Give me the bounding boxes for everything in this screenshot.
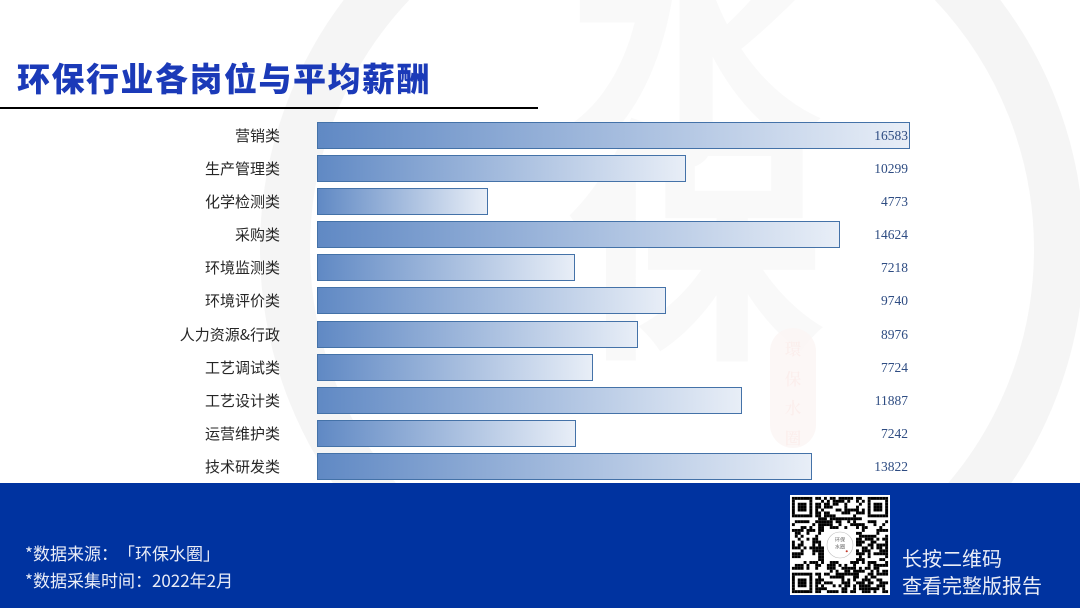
svg-text:水圈: 水圈 — [835, 543, 845, 550]
svg-text:环保: 环保 — [835, 537, 845, 544]
